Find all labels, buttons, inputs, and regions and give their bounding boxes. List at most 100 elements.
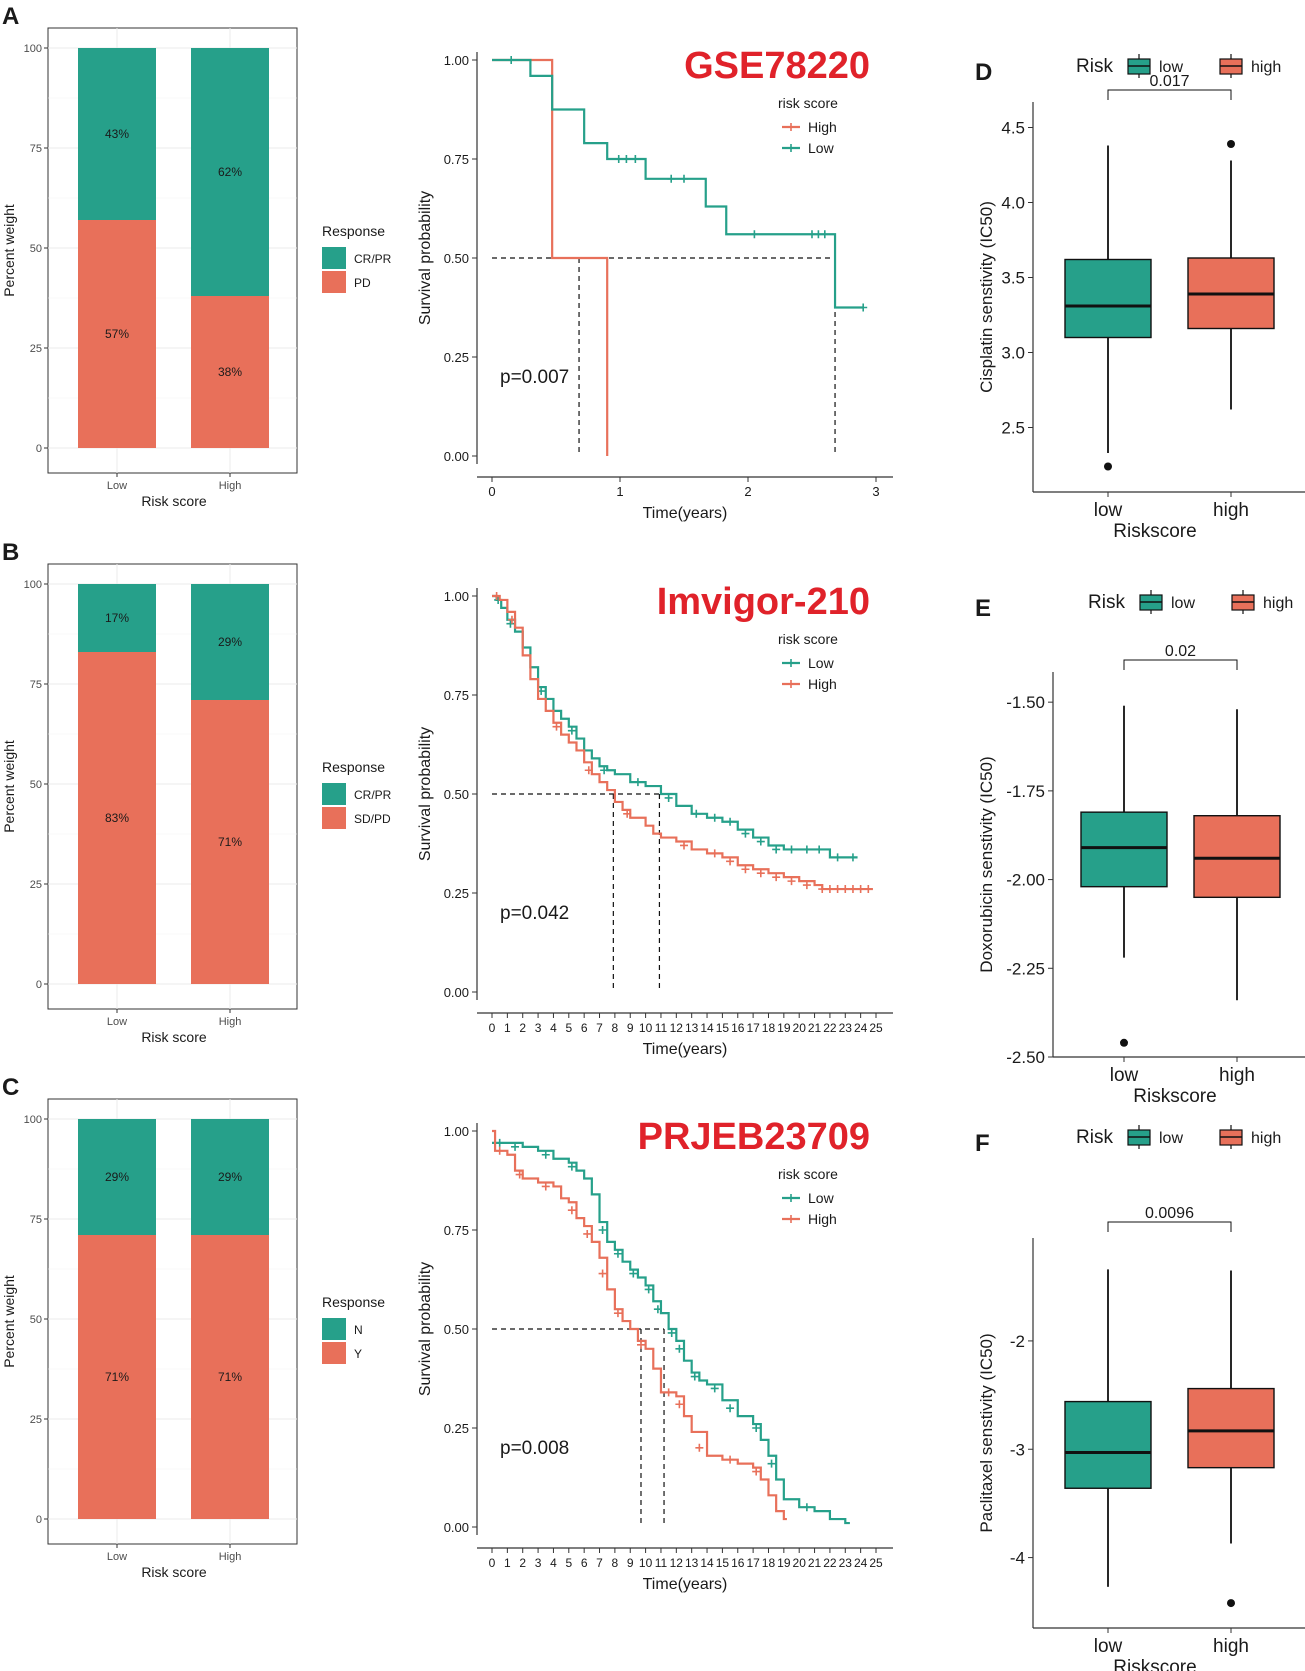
- censor-mark-high: [583, 1229, 592, 1238]
- legend-label: High: [808, 1211, 837, 1227]
- bar-n-low: [78, 1119, 156, 1235]
- legend-title: Risk: [1088, 592, 1125, 613]
- x-tick-label: 20: [793, 1556, 807, 1570]
- y-axis-label: Paclitaxel senstivity (IC50): [977, 1333, 996, 1532]
- censor-mark-high: [726, 857, 735, 866]
- x-tick-label: 0: [489, 1556, 496, 1570]
- y-tick-label: 25: [30, 1414, 42, 1426]
- x-tick-label: 22: [823, 1556, 837, 1570]
- panel-letter-A: A: [2, 3, 19, 30]
- censor-mark-low: [680, 174, 688, 183]
- censor-mark-high: [598, 1269, 607, 1278]
- x-tick-label: 3: [535, 1556, 542, 1570]
- bar-chart-A1: 57% 43% 38% 62% 0 25 50 75 100 Low High Risk score P…: [1, 27, 392, 509]
- y-tick-label: 1.00: [444, 589, 469, 604]
- y-tick-label: 0: [36, 443, 42, 455]
- censor-mark-high: [741, 865, 750, 874]
- data-label: 83%: [105, 811, 129, 825]
- y-tick-label: 75: [30, 143, 42, 155]
- x-tick-label: 13: [685, 1021, 699, 1035]
- legend-label: low: [1171, 595, 1195, 612]
- x-tick-label: 0: [488, 484, 495, 499]
- censor-mark-high: [856, 885, 865, 894]
- legend-label: low: [1159, 59, 1183, 76]
- x-tick-label: 2: [519, 1556, 526, 1570]
- censor-mark-low: [710, 813, 719, 822]
- significance-bracket: [1107, 1221, 1232, 1232]
- outlier-point-high: [1227, 140, 1235, 148]
- y-tick-label: 0: [36, 979, 42, 991]
- y-tick-label: -4: [1010, 1549, 1025, 1568]
- y-tick-label: 0.25: [444, 1421, 469, 1436]
- censor-mark-high: [726, 1455, 735, 1464]
- bar-crpr-high: [191, 48, 269, 296]
- legend-title: Response: [322, 223, 385, 239]
- legend-label: High: [808, 119, 837, 135]
- x-tick-label: 15: [716, 1556, 730, 1570]
- x-tick-label: 5: [565, 1556, 572, 1570]
- data-label: 62%: [218, 165, 242, 179]
- y-tick-label: 0.75: [444, 152, 469, 167]
- panel-letter-E: E: [975, 595, 991, 622]
- censor-mark-low: [802, 1503, 811, 1512]
- legend-title: Response: [322, 1294, 385, 1310]
- legend-key-n: [322, 1318, 346, 1340]
- y-tick-label: 75: [30, 679, 42, 691]
- censor-mark-low: [815, 845, 824, 854]
- x-tick-label: 18: [762, 1021, 776, 1035]
- y-tick-label: 25: [30, 343, 42, 355]
- y-axis-label: Percent weight: [1, 1275, 17, 1368]
- censor-mark-low: [653, 1305, 662, 1314]
- panel-letter-F: F: [975, 1130, 990, 1157]
- censor-mark-high: [710, 849, 719, 858]
- y-tick-label: -3: [1010, 1440, 1025, 1459]
- censor-mark-low: [631, 155, 640, 163]
- x-tick-label: low: [1094, 1636, 1123, 1657]
- x-tick-label: 12: [670, 1556, 684, 1570]
- data-label: 71%: [218, 1370, 242, 1384]
- panel-letter-B: B: [2, 539, 19, 566]
- y-tick-label: 0.00: [444, 985, 469, 1000]
- x-tick-label: 1: [616, 484, 623, 499]
- km-chart-B2: 0.000.250.500.751.000 1 2 3 4 5 6 7 8 9 10 11 12 13 14…: [417, 581, 893, 1058]
- censor-mark-low: [756, 837, 765, 846]
- x-tick-label: high: [1213, 500, 1249, 521]
- x-tick-label: 1: [504, 1556, 511, 1570]
- x-tick-label: 16: [731, 1556, 745, 1570]
- x-tick-label: 14: [700, 1556, 714, 1570]
- censor-mark-low: [506, 619, 515, 628]
- x-tick-label: 9: [627, 1021, 634, 1035]
- y-tick-label: 4.5: [1001, 119, 1025, 138]
- x-tick-label: 11: [655, 1021, 668, 1035]
- legend-key-y: [322, 1342, 346, 1364]
- x-axis-label: Riskscore: [1113, 521, 1196, 542]
- legend-label: N: [354, 1323, 363, 1337]
- y-tick-label: -2: [1010, 1332, 1025, 1351]
- legend-title: Risk: [1076, 56, 1113, 77]
- x-tick-label: 9: [627, 1556, 634, 1570]
- y-axis-label: Survival probability: [417, 191, 434, 325]
- x-tick-label: Low: [107, 480, 127, 492]
- bar-y-low: [78, 1235, 156, 1519]
- x-tick-label: 19: [777, 1556, 791, 1570]
- censor-mark-low: [495, 1138, 504, 1147]
- y-tick-label: -2.00: [1006, 871, 1045, 890]
- x-axis-label: Riskscore: [1133, 1086, 1216, 1107]
- km-chart-C2: 0.000.250.500.751.000 1 2 3 4 5 6 7 8 9 10 11 12 13 14…: [417, 1116, 893, 1593]
- y-tick-label: 0.25: [444, 886, 469, 901]
- censor-mark-high: [584, 766, 593, 775]
- censor-mark-low: [507, 56, 516, 64]
- x-tick-label: high: [1219, 1065, 1255, 1086]
- x-tick-label: 24: [854, 1556, 868, 1570]
- bar-y-high: [191, 1235, 269, 1519]
- legend-label: Low: [808, 1190, 835, 1206]
- bar-n-high: [191, 1119, 269, 1235]
- y-tick-label: -1.75: [1006, 782, 1045, 801]
- y-tick-label: 2.5: [1001, 419, 1025, 438]
- x-tick-label: 11: [655, 1556, 668, 1570]
- censor-mark-low: [741, 829, 750, 838]
- km-curve-low: [492, 594, 858, 859]
- legend-label: Y: [354, 1347, 362, 1361]
- x-tick-label: 23: [839, 1021, 853, 1035]
- x-tick-label: 15: [716, 1021, 730, 1035]
